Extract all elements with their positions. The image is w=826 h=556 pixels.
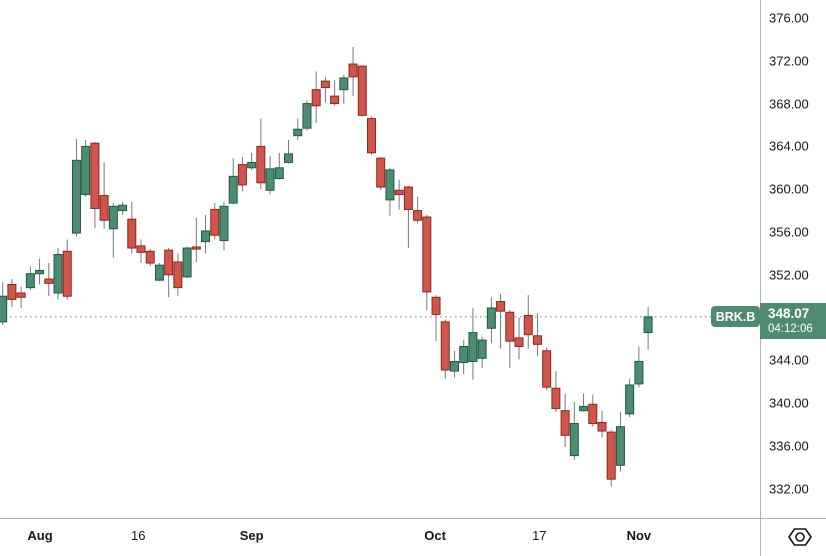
price-tick-label: 352.00	[769, 267, 809, 283]
candle-up	[201, 230, 211, 243]
price-tick-label: 336.00	[769, 438, 809, 454]
candle-down	[551, 387, 561, 410]
candle-up	[228, 175, 238, 204]
candle-up	[154, 264, 164, 281]
candle-down	[606, 431, 616, 480]
candle-down	[136, 245, 146, 253]
candle-up	[182, 247, 192, 278]
candle-down	[164, 249, 174, 276]
candle-down	[330, 95, 340, 105]
time-tick-label: 17	[532, 528, 547, 543]
candle-down	[403, 186, 413, 211]
candle-down	[16, 292, 26, 298]
candle-down	[44, 278, 54, 284]
price-tick-label: 332.00	[769, 481, 809, 497]
candle-down	[560, 410, 570, 436]
price-tick-label: 372.00	[769, 53, 809, 69]
price-tick-label: 340.00	[769, 395, 809, 411]
candle-up	[625, 384, 635, 415]
bar-countdown: 04:12:06	[768, 322, 813, 335]
candle-up	[302, 103, 312, 129]
candle-down	[62, 250, 72, 297]
last-price-value: 348.07	[768, 305, 810, 321]
candle-up	[459, 345, 469, 364]
symbol-label-text: BRK.B	[715, 309, 756, 324]
candle-up	[339, 77, 349, 91]
candle-up	[284, 153, 294, 163]
candle-up	[71, 159, 81, 234]
candle-down	[597, 421, 607, 432]
candle-down	[413, 210, 423, 221]
candle-down	[191, 246, 201, 250]
candle-down	[523, 314, 533, 336]
time-axis[interactable]: Aug 16 Sep Oct 17 Nov	[0, 519, 760, 556]
candle-up	[569, 423, 579, 457]
price-tick-label: 376.00	[769, 10, 809, 26]
candle-down	[210, 209, 220, 236]
candle-up	[219, 205, 229, 242]
candle-up	[468, 332, 478, 362]
candle-up	[385, 169, 395, 201]
candle-up	[274, 167, 284, 180]
candle-down	[394, 189, 404, 196]
candle-down	[367, 118, 376, 154]
candle-down	[7, 283, 17, 300]
candle-down	[348, 63, 358, 78]
candle-down	[532, 335, 542, 345]
candle-down	[237, 164, 247, 186]
candle-up	[0, 295, 8, 323]
settings-hexagon-icon	[788, 528, 812, 546]
candle-up	[486, 307, 496, 329]
time-tick-label: Oct	[424, 528, 446, 543]
candle-down	[99, 195, 109, 221]
candle-up	[25, 273, 35, 289]
price-tick-label: 364.00	[769, 138, 809, 154]
last-price-label: 348.07 04:12:06	[760, 302, 826, 339]
candle-down	[505, 311, 515, 342]
candle-up	[118, 204, 128, 212]
candle-up	[579, 405, 589, 412]
candle-down	[376, 157, 386, 188]
candle-down	[422, 216, 432, 293]
candle-down	[588, 403, 598, 425]
candle-down	[90, 142, 100, 209]
candle-down	[514, 337, 524, 347]
candle-down	[320, 80, 330, 89]
candle-down	[357, 65, 367, 116]
candle-down	[496, 301, 506, 312]
price-tick-label: 368.00	[769, 96, 809, 112]
candle-down	[127, 218, 137, 249]
price-tick-label: 356.00	[769, 224, 809, 240]
candle-down	[145, 250, 155, 264]
candle-up	[265, 168, 275, 191]
candle-down	[440, 321, 450, 371]
candle-up	[247, 161, 257, 169]
price-tick-label: 344.00	[769, 352, 809, 368]
candle-up	[35, 270, 45, 275]
candle-down	[173, 261, 183, 289]
symbol-price-line-label: BRK.B	[711, 306, 760, 328]
time-tick-label: Sep	[239, 528, 264, 543]
price-tick-label: 360.00	[769, 181, 809, 197]
candle-down	[431, 296, 441, 315]
price-axis[interactable]: 376.00 372.00 368.00 364.00 360.00 356.00 352.…	[760, 0, 826, 519]
candle-up	[53, 253, 63, 294]
time-tick-label: Nov	[626, 528, 652, 543]
candle-up	[615, 426, 625, 466]
time-tick-label: Aug	[27, 528, 53, 543]
candle-up	[108, 205, 118, 230]
candle-up	[643, 316, 653, 334]
candle-down	[542, 350, 552, 388]
candle-down	[256, 145, 266, 184]
candle-up	[293, 128, 303, 137]
candle-down	[311, 89, 321, 107]
candle-up	[477, 339, 487, 359]
candle-up	[634, 360, 644, 385]
candle-up	[81, 145, 91, 196]
chart-settings-button[interactable]	[787, 526, 813, 548]
candle-up	[449, 360, 459, 372]
time-tick-label: 16	[130, 528, 146, 543]
